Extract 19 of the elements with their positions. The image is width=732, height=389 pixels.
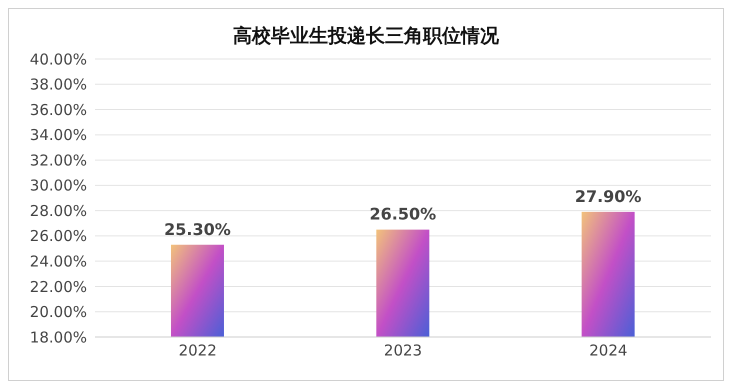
data-label: 25.30% <box>164 220 231 239</box>
y-tick-label: 36.00% <box>30 100 87 119</box>
y-tick-label: 20.00% <box>30 303 87 322</box>
y-tick-label: 28.00% <box>30 202 87 220</box>
y-tick-label: 26.00% <box>30 227 87 246</box>
y-tick-label: 24.00% <box>30 252 87 271</box>
data-label: 27.90% <box>574 186 642 206</box>
data-label: 26.50% <box>369 204 436 224</box>
y-tick-label: 30.00% <box>30 176 87 195</box>
y-tick-label: 38.00% <box>30 76 87 94</box>
chart-title: 高校毕业生投递长三角职位情况 <box>233 25 499 47</box>
y-tick-label: 34.00% <box>30 126 87 144</box>
y-tick-label: 32.00% <box>30 151 87 170</box>
y-tick-label: 40.00% <box>30 50 87 68</box>
y-tick-label: 18.00% <box>30 328 87 346</box>
x-tick-label: 2022 <box>178 342 217 360</box>
x-tick-label: 2024 <box>589 342 628 360</box>
x-tick-label: 2023 <box>384 342 422 360</box>
y-tick-label: 22.00% <box>30 278 87 296</box>
